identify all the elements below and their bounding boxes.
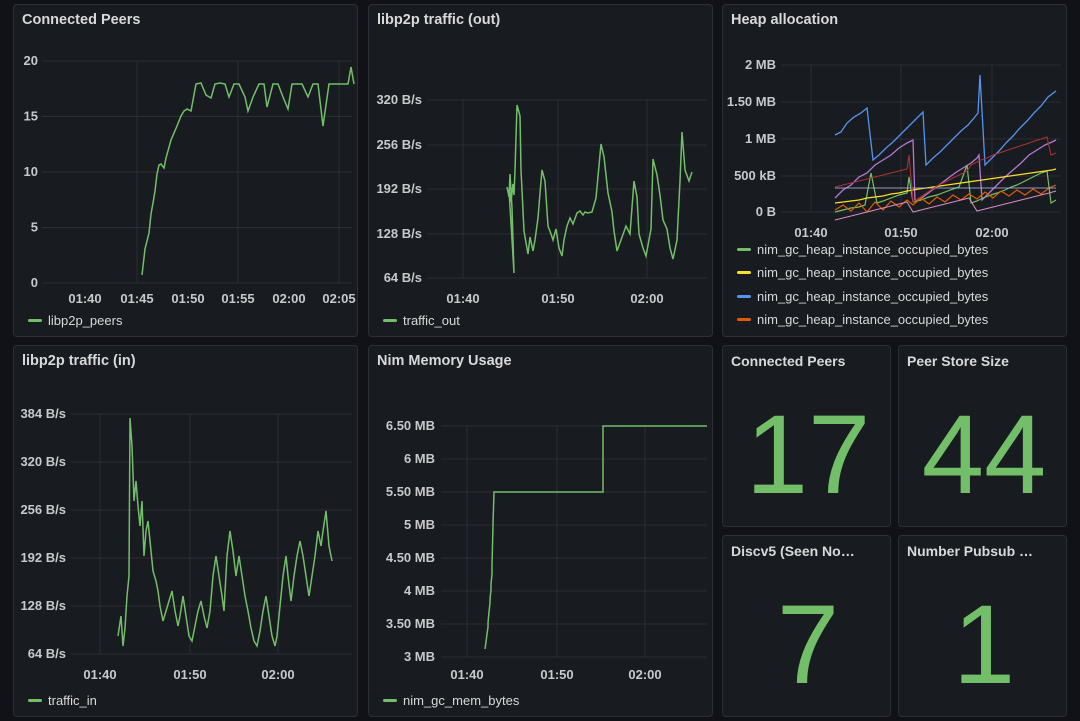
- svg-text:5: 5: [31, 220, 38, 235]
- svg-text:64 B/s: 64 B/s: [28, 646, 66, 661]
- svg-text:02:00: 02:00: [630, 291, 663, 306]
- svg-text:15: 15: [24, 109, 38, 124]
- svg-text:6.50 MB: 6.50 MB: [386, 418, 435, 433]
- svg-text:320 B/s: 320 B/s: [20, 454, 66, 469]
- svg-text:64 B/s: 64 B/s: [384, 270, 422, 285]
- svg-text:1 MB: 1 MB: [745, 131, 776, 146]
- svg-text:01:40: 01:40: [83, 667, 116, 682]
- svg-text:01:40: 01:40: [446, 291, 479, 306]
- svg-text:1.50 MB: 1.50 MB: [727, 94, 776, 109]
- svg-text:01:50: 01:50: [171, 291, 204, 306]
- svg-text:128 B/s: 128 B/s: [20, 598, 66, 613]
- svg-text:01:50: 01:50: [540, 667, 573, 682]
- svg-text:01:50: 01:50: [541, 291, 574, 306]
- svg-text:02:00: 02:00: [272, 291, 305, 306]
- svg-text:4.50 MB: 4.50 MB: [386, 550, 435, 565]
- svg-text:01:40: 01:40: [450, 667, 483, 682]
- svg-text:20: 20: [24, 53, 38, 68]
- svg-text:4 MB: 4 MB: [404, 583, 435, 598]
- svg-text:2 MB: 2 MB: [745, 57, 776, 72]
- svg-text:10: 10: [24, 164, 38, 179]
- svg-text:5.50 MB: 5.50 MB: [386, 484, 435, 499]
- svg-text:128 B/s: 128 B/s: [376, 226, 422, 241]
- svg-text:01:50: 01:50: [173, 667, 206, 682]
- svg-text:02:00: 02:00: [261, 667, 294, 682]
- svg-text:01:55: 01:55: [221, 291, 254, 306]
- svg-text:192 B/s: 192 B/s: [20, 550, 66, 565]
- svg-text:02:00: 02:00: [628, 667, 661, 682]
- svg-text:256 B/s: 256 B/s: [376, 137, 422, 152]
- svg-text:320 B/s: 320 B/s: [376, 92, 422, 107]
- svg-text:6 MB: 6 MB: [404, 451, 435, 466]
- svg-text:01:45: 01:45: [120, 291, 153, 306]
- svg-text:0 B: 0 B: [756, 204, 776, 219]
- svg-text:01:40: 01:40: [68, 291, 101, 306]
- svg-text:500 kB: 500 kB: [734, 168, 776, 183]
- svg-text:0: 0: [31, 275, 38, 290]
- svg-text:384 B/s: 384 B/s: [20, 406, 66, 421]
- svg-text:3 MB: 3 MB: [404, 649, 435, 664]
- svg-text:256 B/s: 256 B/s: [20, 502, 66, 517]
- svg-text:02:05: 02:05: [322, 291, 355, 306]
- svg-text:5 MB: 5 MB: [404, 517, 435, 532]
- svg-text:3.50 MB: 3.50 MB: [386, 616, 435, 631]
- svg-text:192 B/s: 192 B/s: [376, 181, 422, 196]
